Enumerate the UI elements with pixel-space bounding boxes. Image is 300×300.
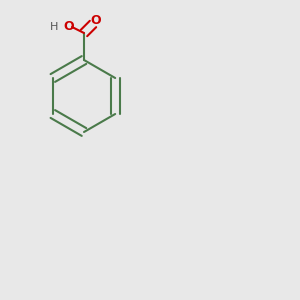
Text: O: O [64, 20, 74, 34]
Text: H: H [50, 22, 58, 32]
Text: O: O [91, 14, 101, 28]
